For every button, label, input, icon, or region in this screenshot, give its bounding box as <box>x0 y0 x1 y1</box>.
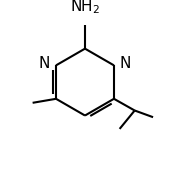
Text: NH$_2$: NH$_2$ <box>70 0 100 16</box>
Text: N: N <box>39 56 50 71</box>
Text: N: N <box>120 56 131 71</box>
